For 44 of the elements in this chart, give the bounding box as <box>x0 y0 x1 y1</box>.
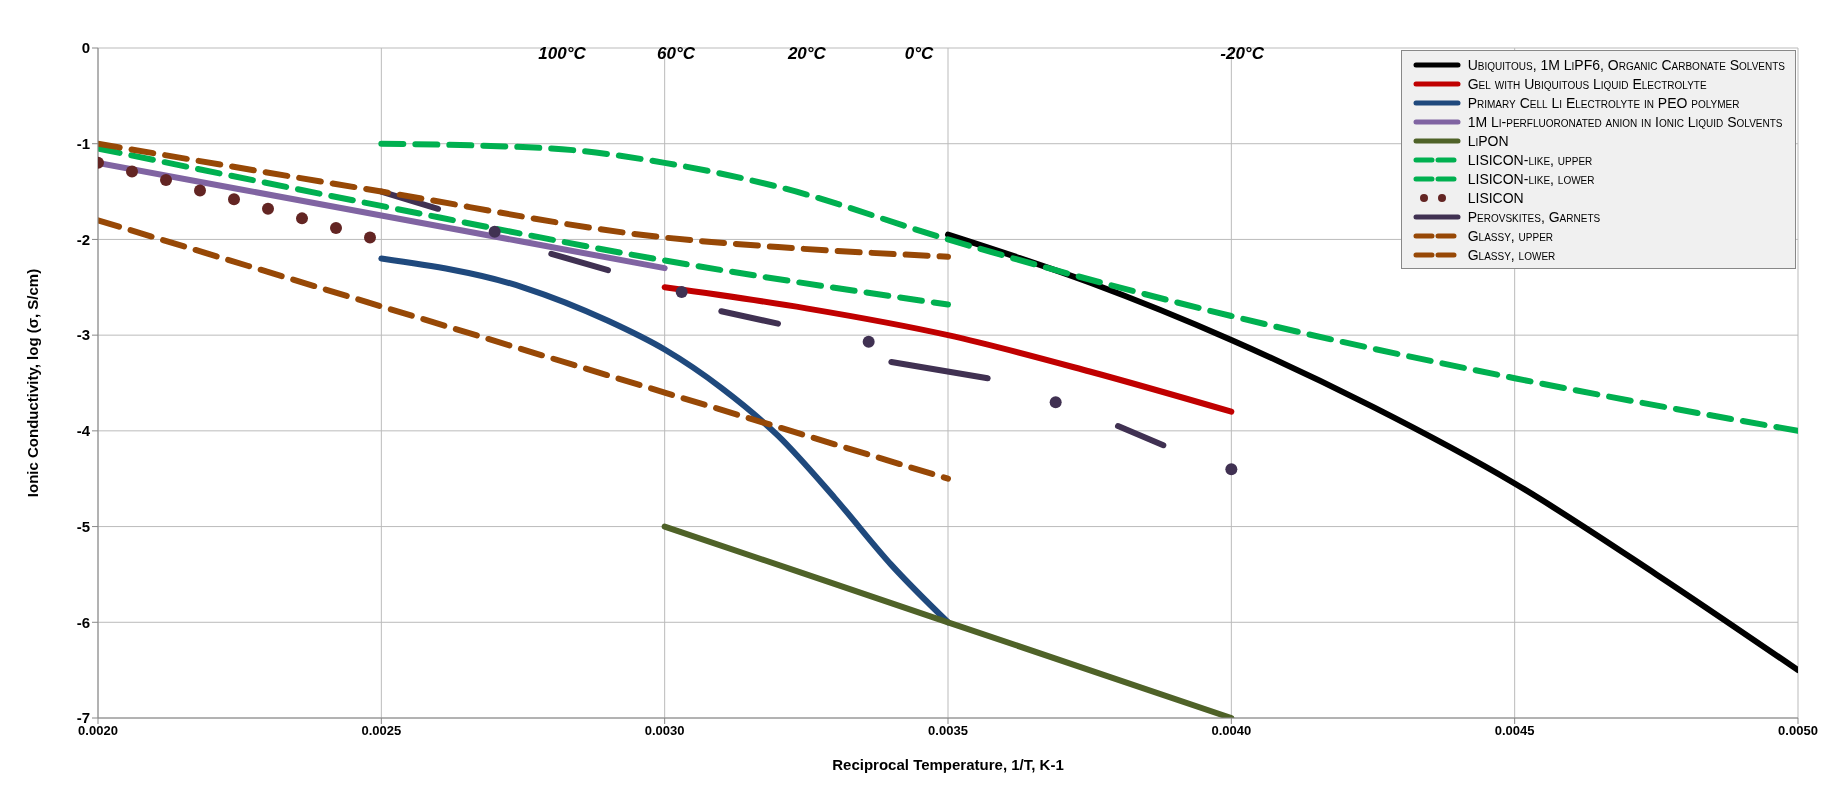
x-tick-label: 0.0045 <box>1494 723 1535 739</box>
legend-label: LISICON-like, upper <box>1467 151 1593 168</box>
point <box>675 286 688 299</box>
point <box>262 202 274 215</box>
legend-label: 1M Li-perfluoronated anion in Ionic Liquid Solvents <box>1467 113 1783 130</box>
y-tick-label: -5 <box>76 517 90 535</box>
y-tick-label: 0 <box>81 39 90 57</box>
x-tick-label: 0.0050 <box>1778 723 1818 739</box>
x-tick-label: 0.0025 <box>361 723 402 739</box>
point <box>1049 396 1062 409</box>
y-tick-label: -6 <box>76 613 90 631</box>
legend-label: Primary Cell Li Electrolyte in PEO polymer <box>1467 94 1740 111</box>
point <box>194 184 206 197</box>
y-tick-label: -3 <box>76 326 90 344</box>
annotation: 0°C <box>904 44 934 64</box>
legend-label: LiPON <box>1467 132 1509 149</box>
point <box>364 231 376 244</box>
annotation: -20°C <box>1220 44 1264 64</box>
annotation: 100°C <box>538 44 586 64</box>
point <box>330 221 342 234</box>
x-tick-label: 0.0030 <box>644 723 685 739</box>
annotation: 60°C <box>657 44 695 64</box>
y-tick-label: -2 <box>76 230 90 248</box>
y-tick-label: -1 <box>76 135 90 153</box>
x-tick-label: 0.0035 <box>928 723 968 739</box>
annotation: 20°C <box>787 44 826 64</box>
legend-label: Perovskites, Garnets <box>1467 208 1601 225</box>
legend-label: Ubiquitous, 1M LiPF6, Organic Carbonate Solvents <box>1467 56 1785 73</box>
y-axis-title: Ionic Conductivity, log (σ, S/cm) <box>24 268 42 498</box>
legend-label: LISICON <box>1467 189 1524 206</box>
legend-label: Gel with Ubiquitous Liquid Electrolyte <box>1467 75 1707 92</box>
legend-label: Glassy, lower <box>1467 246 1556 263</box>
point <box>488 225 501 238</box>
point <box>1225 463 1238 476</box>
x-axis-title: Reciprocal Temperature, 1/T, K-1 <box>832 756 1064 773</box>
point <box>862 335 875 348</box>
point <box>160 174 172 187</box>
x-tick-label: 0.0040 <box>1211 723 1252 739</box>
point <box>296 212 308 225</box>
point <box>126 165 138 178</box>
point <box>228 193 240 206</box>
legend-label: LISICON-like, lower <box>1467 170 1595 187</box>
legend-label: Glassy, upper <box>1467 227 1554 244</box>
y-tick-label: -4 <box>76 422 91 440</box>
